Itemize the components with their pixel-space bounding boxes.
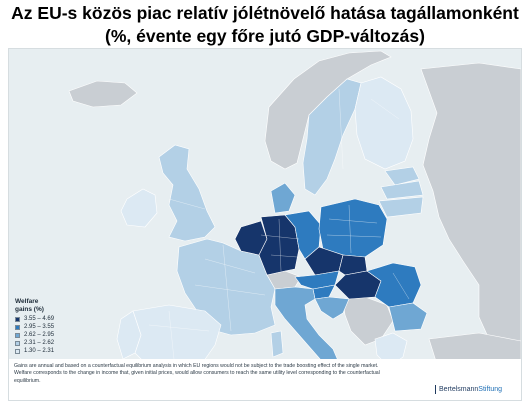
region-ireland bbox=[120, 188, 158, 228]
legend-label: 3.55 – 4.69 bbox=[24, 316, 55, 322]
region-portugal bbox=[116, 310, 142, 360]
title-block: Az EU-s közös piac relatív jólétnövelő h… bbox=[0, 2, 530, 48]
eu-regions bbox=[116, 76, 472, 380]
brand-name-part2: Stiftung bbox=[478, 385, 503, 393]
legend-swatch bbox=[15, 348, 20, 354]
region-sweden bbox=[302, 78, 362, 196]
legend-label: 2.31 – 2.62 bbox=[24, 340, 55, 346]
legend-swatch bbox=[15, 340, 20, 346]
legend: Welfare gains (%) 3.55 – 4.69 2.95 – 3.5… bbox=[15, 298, 135, 355]
title-line-1: Az EU-s közös piac relatív jólétnövelő h… bbox=[11, 3, 519, 23]
legend-swatch bbox=[15, 332, 20, 338]
legend-label: 2.62 – 2.95 bbox=[24, 332, 55, 338]
legend-item: 1.30 – 2.31 bbox=[15, 347, 135, 355]
legend-item: 2.62 – 2.95 bbox=[15, 331, 135, 339]
legend-item: 2.95 – 3.55 bbox=[15, 323, 135, 331]
region-finland bbox=[354, 76, 414, 170]
region-croatia bbox=[314, 296, 350, 320]
legend-swatch bbox=[15, 316, 20, 322]
footer: Gains are annual and based on a counterf… bbox=[9, 359, 521, 400]
legend-swatch bbox=[15, 324, 20, 330]
region-poland bbox=[318, 198, 388, 258]
footnote: Gains are annual and based on a counterf… bbox=[14, 363, 380, 384]
region-iceland bbox=[68, 80, 138, 108]
title-line-2: (%, évente egy főre jutó GDP-változás) bbox=[105, 26, 425, 46]
legend-item: 2.31 – 2.62 bbox=[15, 339, 135, 347]
legend-title: Welfare gains (%) bbox=[15, 298, 44, 313]
region-lithuania bbox=[378, 196, 424, 218]
region-italy bbox=[274, 286, 340, 368]
legend-item: 3.55 – 4.69 bbox=[15, 315, 135, 323]
region-great-britain bbox=[158, 144, 216, 242]
legend-label: 2.95 – 3.55 bbox=[24, 324, 55, 330]
region-estonia bbox=[384, 166, 420, 186]
brand-bar bbox=[435, 384, 436, 394]
legend-label: 1.30 – 2.31 bbox=[24, 348, 55, 354]
region-subdivisions bbox=[148, 88, 410, 370]
map-svg bbox=[68, 50, 521, 400]
brand-name-part1: Bertelsmann bbox=[439, 385, 479, 393]
region-latvia bbox=[380, 180, 424, 200]
europe-map: Welfare gains (%) 3.55 – 4.69 2.95 – 3.5… bbox=[8, 48, 522, 401]
region-sardinia bbox=[270, 330, 284, 358]
region-bulgaria bbox=[388, 302, 428, 332]
region-greece bbox=[374, 332, 408, 368]
brand-logo: Bertelsmann Stiftung bbox=[435, 384, 502, 394]
region-russia-east bbox=[420, 62, 521, 350]
region-denmark bbox=[270, 182, 296, 214]
